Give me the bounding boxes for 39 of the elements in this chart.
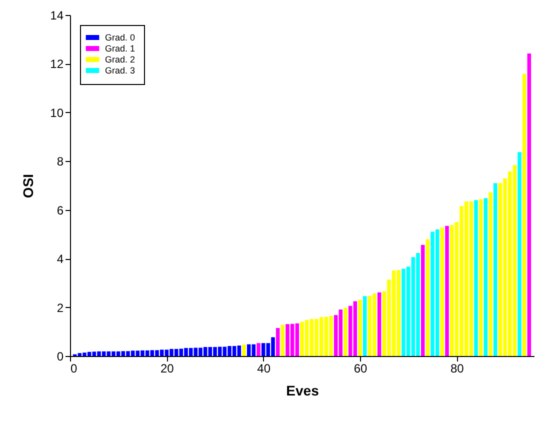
bar [522,74,526,356]
x-axis-title: Eves [286,382,320,398]
legend-label: Grad. 3 [105,66,136,76]
y-tick-label: 10 [50,106,64,120]
y-tick-label: 12 [50,57,64,72]
legend-label: Grad. 0 [105,32,136,42]
y-tick-label: 8 [56,154,64,169]
bar [445,226,449,356]
x-tick-label: 0 [70,362,78,376]
legend-label: Grad. 2 [105,54,136,64]
bar [420,244,425,356]
bar [242,344,246,356]
y-tick-label: 6 [56,203,64,218]
legend-label: Grad. 1 [105,44,136,54]
y-tick-label: 4 [56,252,64,266]
y-tick-label: 14 [50,8,64,22]
y-axis-title: OSI [20,174,36,198]
x-tick-label: 80 [450,362,464,376]
bar [478,199,483,356]
bar [256,343,260,356]
bar [484,198,488,356]
x-tick-label: 20 [160,362,174,376]
bar [493,183,498,356]
bar [358,300,362,356]
x-tick-label: 40 [257,362,271,376]
bar [276,328,280,356]
bar [527,53,532,356]
bar [362,296,367,356]
bar [518,152,522,356]
y-tick-label: 0 [56,350,64,364]
x-tick-label: 60 [354,362,368,376]
bar [344,308,348,356]
bar [426,239,430,356]
bar [440,227,444,356]
bar [474,200,478,356]
y-tick-label: 2 [56,300,64,315]
bar [377,292,382,356]
bar [488,192,492,356]
bar [280,324,285,356]
